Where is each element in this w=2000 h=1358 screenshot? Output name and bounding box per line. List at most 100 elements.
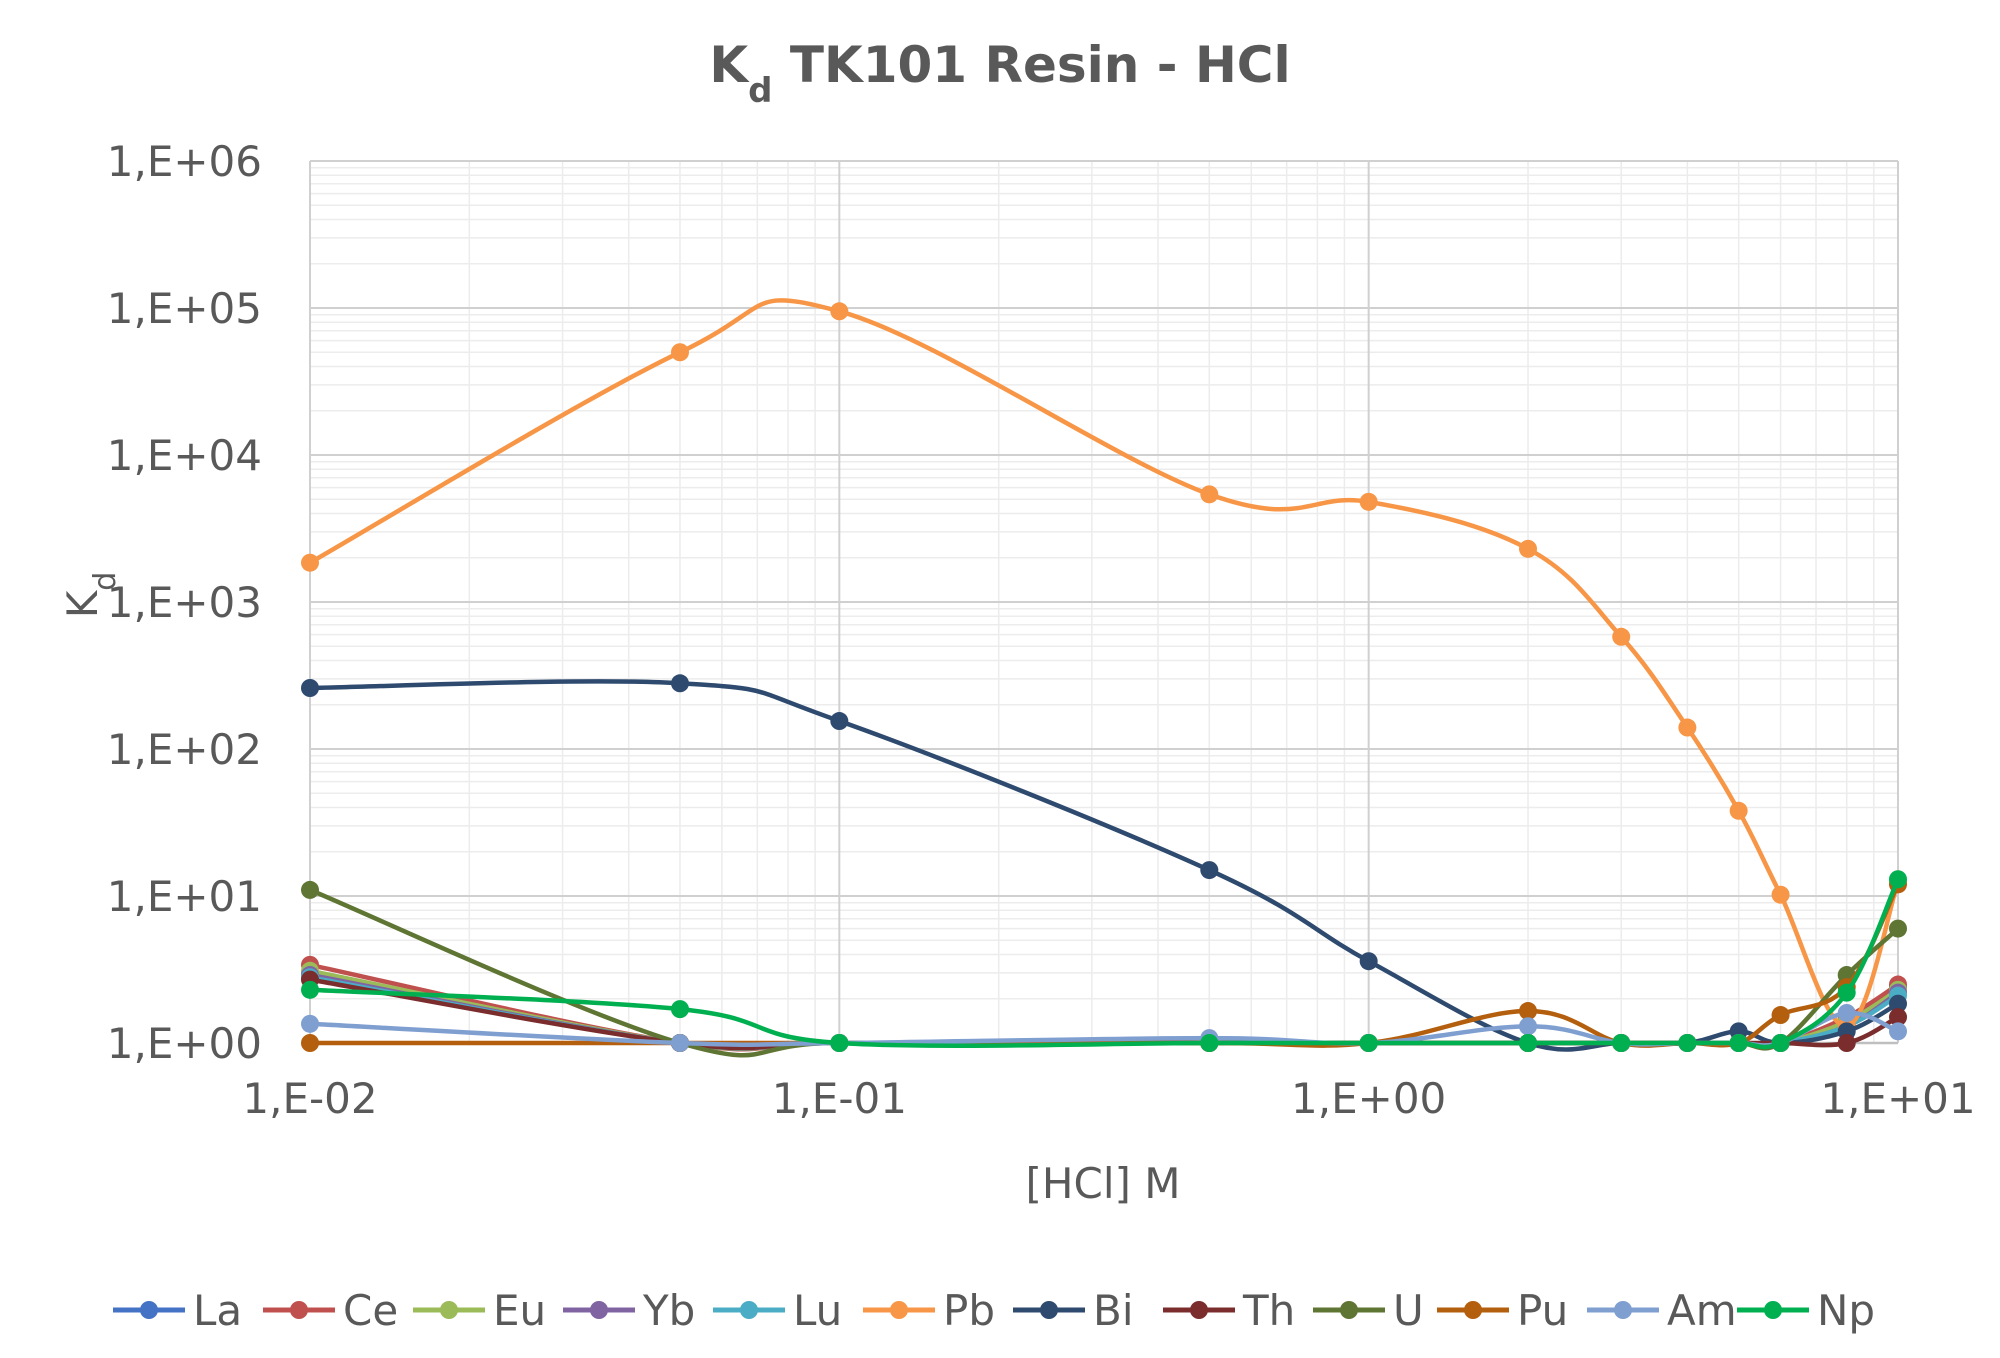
data-point-am [301,1014,319,1033]
legend-swatch-marker [1614,1301,1632,1319]
legend-swatch-marker [590,1301,608,1319]
y-tick-label: 1,E+04 [107,431,262,480]
data-point-pu [1771,1006,1790,1025]
data-point-pb [1771,885,1790,904]
legend-item-pu: Pu [1437,1286,1568,1335]
legend-label: Yb [642,1286,695,1335]
data-point-np [670,1000,689,1019]
data-point-np [1678,1034,1697,1052]
legend-label: Pu [1517,1286,1568,1335]
grid-lines [309,160,1899,1045]
legend-swatch-marker [1464,1301,1482,1319]
y-tick-label: 1,E+02 [107,725,262,774]
legend-label: Pb [943,1286,995,1335]
y-axis-label-k: K [58,589,107,618]
data-point-pb [1612,627,1631,646]
legend-item-yb: Yb [563,1286,695,1335]
data-point-np [1359,1034,1378,1052]
data-point-am [1519,1017,1538,1036]
legend-swatch-marker [1764,1301,1782,1319]
series-pu [301,875,1907,1052]
data-point-np [1729,1034,1748,1052]
data-point-np [1200,1034,1219,1052]
legend-swatch-marker [440,1301,458,1319]
data-point-u [301,880,319,899]
y-axis-label: Kd [58,572,123,619]
legend-swatch-marker [1190,1301,1208,1319]
data-point-pu [301,1034,319,1052]
y-tick-label: 1,E+01 [107,872,262,921]
series-line-pb [308,298,1901,1029]
legend-swatch-marker [740,1301,758,1319]
y-axis-label-subscript: d [88,572,123,591]
data-point-np [1889,870,1907,889]
series-group [301,298,1907,1058]
legend: La Ce Eu Yb Lu Pb Bi Th U Pu Am Np [113,1286,1875,1335]
data-point-u [1889,919,1907,938]
data-point-pb [670,343,689,362]
data-point-np [1612,1034,1631,1052]
data-point-am [670,1034,689,1052]
legend-label: Ce [343,1286,398,1335]
legend-item-bi: Bi [1013,1286,1133,1335]
data-point-am [1837,1003,1856,1022]
data-point-np [301,980,319,999]
data-point-pb [301,553,319,572]
x-axis-ticks: 1,E-02 1,E-01 1,E+00 1,E+01 [242,1074,1975,1123]
legend-item-u: U [1313,1286,1424,1335]
data-point-pb [1359,492,1378,511]
data-point-np [1771,1034,1790,1052]
series-np [301,870,1907,1052]
data-point-bi [1359,952,1378,971]
data-point-bi [670,674,689,693]
data-point-pb [1519,539,1538,558]
data-point-pb [1729,801,1748,820]
legend-item-am: Am [1587,1286,1737,1335]
y-tick-label: 1,E+00 [107,1019,262,1068]
legend-label: U [1393,1286,1424,1335]
chart-title-rest: TK101 Resin - HCl [772,36,1290,94]
data-point-th [1889,1008,1907,1027]
data-point-pb [830,302,849,321]
legend-item-ce: Ce [263,1286,398,1335]
legend-swatch-marker [890,1301,908,1319]
data-point-bi [830,712,849,731]
legend-label: Eu [493,1286,546,1335]
x-tick-label: 1,E-01 [772,1074,907,1123]
legend-item-lu: Lu [713,1286,842,1335]
legend-swatch-marker [140,1301,158,1319]
legend-label: Bi [1093,1286,1133,1335]
data-point-pb [1200,485,1219,504]
data-point-pb [1678,718,1697,737]
x-tick-label: 1,E+00 [1291,1074,1446,1123]
y-tick-label: 1,E+05 [107,284,262,333]
legend-label: Th [1242,1286,1295,1335]
legend-swatch-marker [290,1301,308,1319]
data-point-bi [1200,861,1219,880]
x-tick-label: 1,E-02 [242,1074,377,1123]
y-tick-label: 1,E+06 [107,137,262,186]
data-point-np [830,1034,849,1052]
x-axis-label: [HCl] M [1026,1159,1181,1208]
data-point-bi [301,678,319,697]
x-tick-label: 1,E+01 [1820,1074,1975,1123]
y-axis-ticks: 1,E+00 1,E+01 1,E+02 1,E+03 1,E+04 1,E+05 1,E+… [107,137,262,1068]
data-point-pu [1519,1002,1538,1021]
legend-item-eu: Eu [413,1286,546,1335]
data-point-np [1837,983,1856,1002]
chart-title: Kd TK101 Resin - HCl [709,36,1290,111]
legend-item-pb: Pb [863,1286,995,1335]
data-point-bi [1889,994,1907,1013]
legend-item-np: Np [1737,1286,1875,1335]
legend-swatch-marker [1040,1301,1058,1319]
data-point-np [1519,1034,1538,1052]
legend-label: Am [1667,1286,1737,1335]
y-tick-label: 1,E+03 [107,578,262,627]
legend-label: Lu [793,1286,842,1335]
legend-label: La [193,1286,242,1335]
chart-title-subscript: d [748,71,772,111]
legend-label: Np [1817,1286,1875,1335]
chart-title-k: K [709,36,750,94]
legend-swatch-marker [1340,1301,1358,1319]
